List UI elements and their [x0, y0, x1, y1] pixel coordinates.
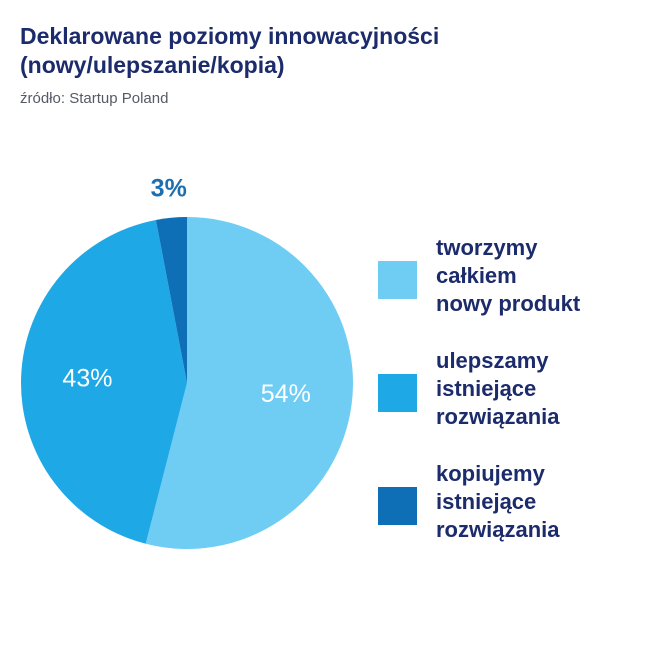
- chart-title: Deklarowane poziomy innowacyjności (nowy…: [20, 22, 620, 80]
- legend-label-line: całkiem: [436, 263, 517, 288]
- legend-label-line: istniejące: [436, 489, 537, 514]
- legend-label-line: nowy produkt: [436, 291, 581, 316]
- legend-label-line: ulepszamy: [436, 348, 549, 373]
- legend-swatch-2: [378, 374, 417, 412]
- legend-item-2: ulepszamy istniejące rozwiązania: [378, 347, 658, 437]
- pie-slice-1: [145, 217, 354, 549]
- pie-chart: 54% 43% 3%: [21, 174, 354, 549]
- legend-label-3: kopiujemy istniejące rozwiązania: [436, 460, 656, 544]
- legend-label-line: rozwiązania: [436, 517, 560, 542]
- pie-slice-label-3: 3%: [151, 174, 187, 202]
- chart-title-line-1: Deklarowane poziomy innowacyjności: [20, 23, 440, 49]
- legend-swatch-3: [378, 487, 417, 525]
- pie-slice-label-2: 43%: [62, 364, 112, 392]
- legend-label-1: tworzymy całkiem nowy produkt: [436, 234, 656, 318]
- legend-label-line: kopiujemy: [436, 461, 545, 486]
- pie-slice-3: [155, 217, 187, 383]
- legend-swatch-1: [378, 261, 417, 299]
- legend-item-3: kopiujemy istniejące rozwiązania: [378, 460, 658, 550]
- pie-slice-label-1: 54%: [261, 380, 311, 408]
- legend-label-line: tworzymy: [436, 235, 538, 260]
- chart-source: źródło: Startup Poland: [20, 90, 169, 107]
- legend-label-2: ulepszamy istniejące rozwiązania: [436, 347, 656, 431]
- chart-title-line-2: (nowy/ulepszanie/kopia): [20, 52, 285, 78]
- pie-slice-2: [21, 219, 188, 544]
- legend-label-line: istniejące: [436, 376, 537, 401]
- legend-item-1: tworzymy całkiem nowy produkt: [378, 234, 658, 324]
- legend-label-line: rozwiązania: [436, 404, 560, 429]
